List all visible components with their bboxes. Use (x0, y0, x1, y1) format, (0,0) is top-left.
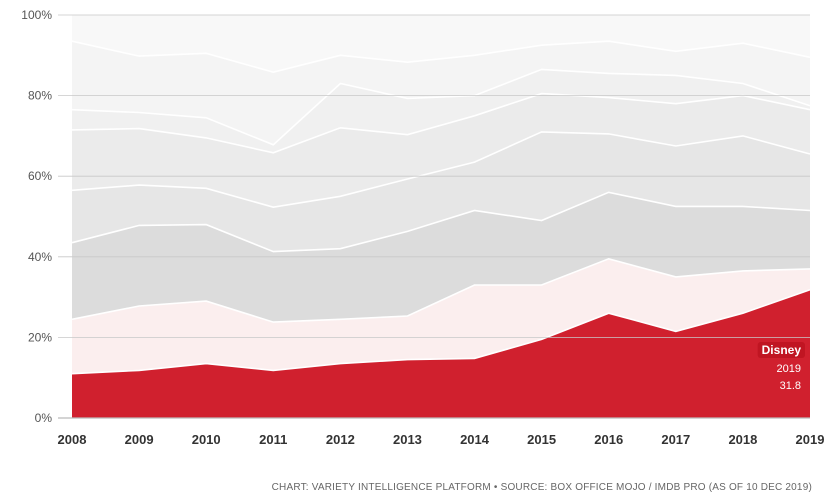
area-series-3 (72, 192, 810, 323)
series-boundary-line-2 (71, 257, 811, 323)
x-tick-label: 2010 (192, 432, 221, 447)
area-series-2 (72, 258, 810, 374)
series-boundary-line-1 (71, 289, 811, 375)
y-tick-label: 100% (21, 8, 52, 22)
area-series-group (72, 15, 810, 418)
chart-source-note: CHART: VARIETY INTELLIGENCE PLATFORM • S… (271, 482, 812, 493)
disney-year-label: 2019 (777, 363, 801, 375)
area-series-8 (72, 15, 810, 73)
y-tick-label: 40% (28, 250, 52, 264)
area-series-6 (72, 69, 810, 153)
x-tick-label: 2008 (58, 432, 87, 447)
gridlines (58, 14, 810, 419)
series-boundary-line-6 (71, 68, 811, 146)
x-tick-label: 2011 (259, 432, 287, 447)
area-series-5 (72, 93, 810, 208)
series-boundary-line-4 (71, 131, 811, 209)
disney-value-label: 31.8 (780, 380, 801, 392)
y-tick-label: 60% (28, 169, 52, 183)
x-tick-label: 2017 (661, 432, 690, 447)
area-series-7 (72, 41, 810, 145)
y-tick-label: 80% (28, 89, 52, 103)
series-boundary-line-5 (71, 92, 811, 154)
x-tick-label: 2013 (393, 432, 422, 447)
x-tick-label: 2015 (527, 432, 556, 447)
x-tick-label: 2019 (796, 432, 825, 447)
x-tick-label: 2014 (460, 432, 490, 447)
x-tick-label: 2018 (728, 432, 757, 447)
disney-callout: Disney 2019 31.8 (757, 342, 805, 392)
series-boundary-line-7 (71, 40, 811, 74)
x-tick-label: 2016 (594, 432, 623, 447)
disney-label-background (757, 342, 805, 358)
disney-series-label: Disney (762, 343, 802, 357)
y-tick-label: 20% (28, 330, 52, 344)
area-series-1 (72, 289, 810, 418)
x-axis-ticks: 2008 2009 2010 2011 2012 2013 2014 2015 2016 2017… (58, 432, 825, 447)
series-boundary-line-3 (71, 191, 811, 253)
area-series-4 (72, 131, 810, 252)
x-tick-label: 2009 (125, 432, 154, 447)
y-tick-label: 0% (35, 411, 53, 425)
y-axis-ticks: 0% 20% 40% 60% 80% 100% (21, 8, 52, 425)
x-tick-label: 2012 (326, 432, 355, 447)
boundary-lines-group (71, 40, 811, 375)
